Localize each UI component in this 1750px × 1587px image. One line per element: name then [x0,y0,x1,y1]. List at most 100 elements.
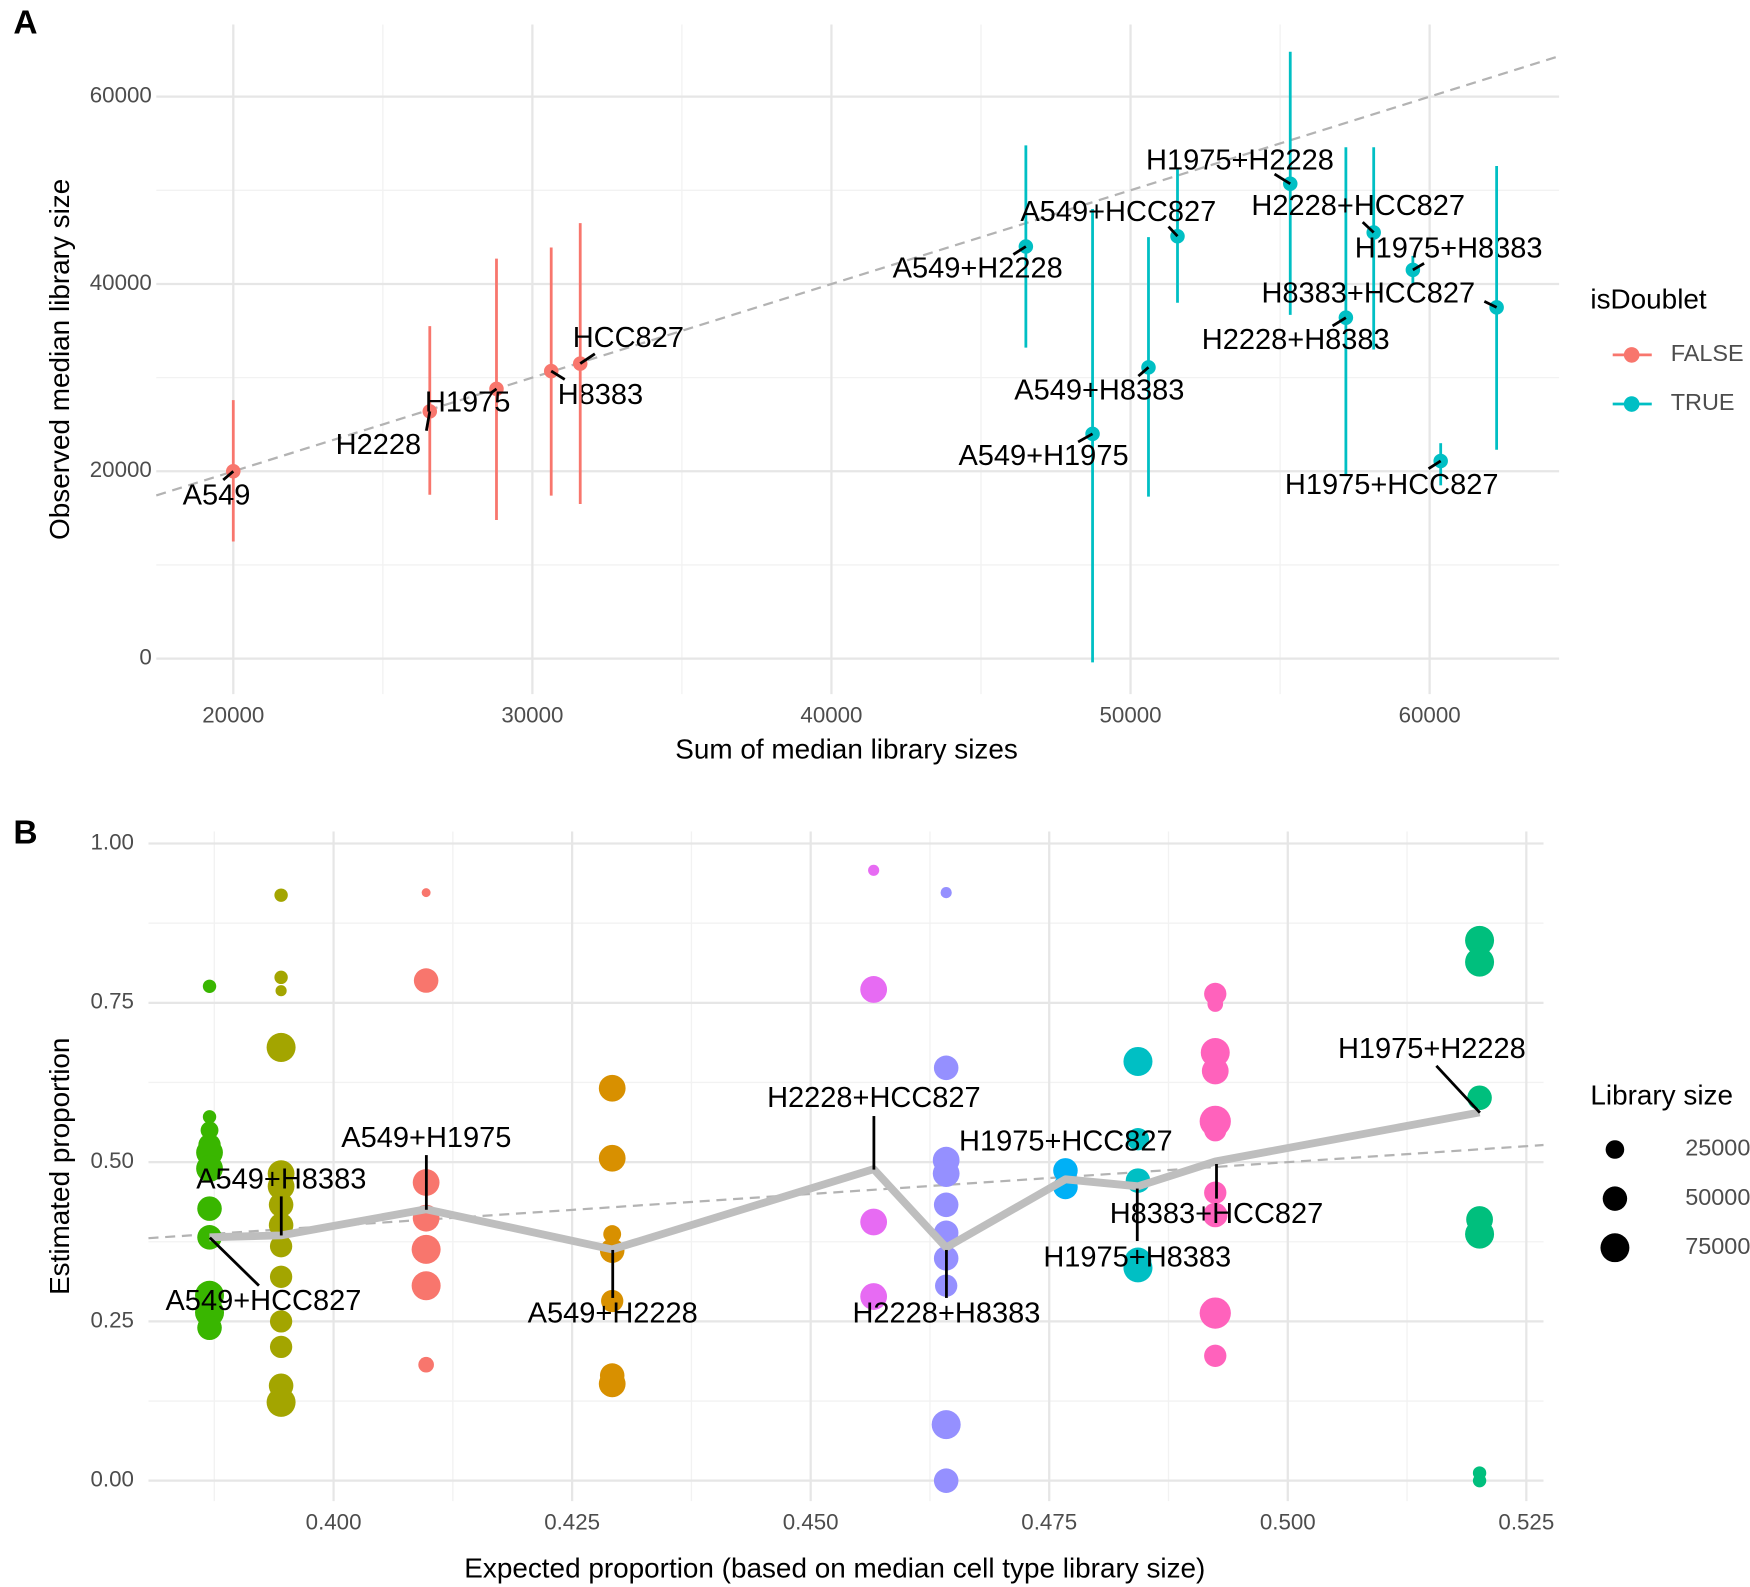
bubble [418,1356,434,1373]
label-leader [1012,245,1027,256]
x-tick-label: 30000 [501,702,563,727]
label-leader [1483,300,1498,309]
point [1018,239,1034,254]
group-label: H2228+HCC827 [767,1082,981,1114]
x-tick-label: 0.400 [306,1509,362,1534]
point-label: HCC827 [573,322,684,354]
bubble [933,1055,959,1081]
bubble [1465,1219,1495,1249]
legend-size-key [1605,1140,1625,1159]
label-leader [1361,221,1375,234]
point-label: H2228+HCC827 [1251,190,1465,222]
bubble [269,1265,293,1288]
legend-title: isDoublet [1590,284,1707,315]
bubble [1465,925,1495,955]
point-label: H1975+H2228 [1146,144,1334,176]
bubble [197,1196,222,1221]
y-tick-label: 0 [139,644,151,669]
bubble [1204,1344,1227,1367]
bubble [1126,1128,1150,1151]
legend-key-point [1623,396,1640,412]
group-label: H1975+H8383 [1043,1242,1231,1274]
point [572,356,588,371]
bubble [266,1032,296,1062]
point-label: H8383 [558,379,643,411]
bubble [275,985,287,997]
y-axis-title: Estimated proportion [44,1038,75,1295]
x-axis-title: Sum of median library sizes [675,733,1018,764]
label-leader [1077,432,1094,444]
group-label: A549+H8383 [196,1163,366,1195]
bubble [269,1310,293,1333]
group-label: H1975+H2228 [1338,1033,1526,1065]
label-leader [1331,316,1347,328]
bubble [1465,947,1495,977]
point-label: H1975 [425,387,510,419]
bubble [274,888,288,902]
point-label: A549 [183,479,251,511]
point-label: H1975+HCC827 [1285,469,1499,501]
label-leader [208,1236,260,1287]
bubble [931,1410,961,1440]
bubble [1123,1046,1153,1076]
group-label: H8383+HCC827 [1110,1198,1324,1230]
bubble [202,1110,217,1124]
legend-key-point [1623,347,1640,363]
bubble [601,1289,624,1313]
x-tick-label: 40000 [800,702,862,727]
bubble [269,1235,293,1258]
bubble [1201,1057,1229,1085]
y-tick-label: 20000 [90,457,152,482]
label-leader [490,387,498,394]
group-label: A549+H2228 [528,1297,698,1329]
legend-label: 25000 [1685,1135,1750,1161]
bubble [1199,1297,1231,1329]
point-label: A549+HCC827 [1020,196,1216,228]
y-tick-label: 1.00 [91,829,134,854]
x-tick-label: 0.500 [1260,1509,1316,1534]
point-label: H8383+HCC827 [1261,277,1475,309]
bubble [421,888,431,898]
bubble [868,864,880,876]
bubble [940,887,952,899]
legend-title: Library size [1590,1079,1733,1110]
legend-label: FALSE [1671,340,1744,366]
group-label: A549+HCC827 [165,1285,361,1317]
point-label: A549+H2228 [893,253,1063,285]
bubble [196,1155,223,1182]
bubble [202,979,217,993]
bubble [860,1283,888,1310]
panel-letter: B [13,815,37,852]
group-label: H2228+H8383 [852,1297,1040,1329]
label-leader [1435,1064,1481,1114]
bubble [598,1370,626,1398]
bubble [932,1160,960,1187]
label-leader [1427,459,1442,470]
bubble [860,976,888,1003]
bubble [1204,1119,1227,1142]
x-tick-label: 0.475 [1021,1509,1077,1534]
legend-label: 75000 [1685,1233,1750,1259]
bubble [933,1468,959,1493]
bubble [413,968,439,993]
x-tick-label: 60000 [1399,702,1461,727]
panel-0: A 20000 30000 40000 50000 60000 0 20000 40000 600… [13,4,1743,764]
group-label: H1975+HCC827 [959,1125,1173,1157]
panel-1: B 0.400 0.425 0.450 0.475 0.500 0.525 0.00 0.25 0… [13,815,1750,1584]
label-leader [1412,262,1425,272]
identity-line [148,1143,1544,1240]
bubble [1467,1085,1492,1111]
point-label: A549+H8383 [1014,374,1184,406]
bubble [1207,996,1224,1012]
y-tick-label: 60000 [90,83,152,108]
bubble [1472,1473,1487,1488]
x-tick-label: 20000 [202,702,264,727]
y-axis-title: Observed median library size [44,179,75,540]
legend-label: TRUE [1671,389,1735,415]
point-label: H2228+H8383 [1202,324,1390,356]
bubble [274,970,288,985]
bubble [411,1234,441,1264]
y-tick-label: 0.50 [91,1148,134,1173]
label-leader [1137,366,1150,378]
y-tick-label: 40000 [90,270,152,295]
